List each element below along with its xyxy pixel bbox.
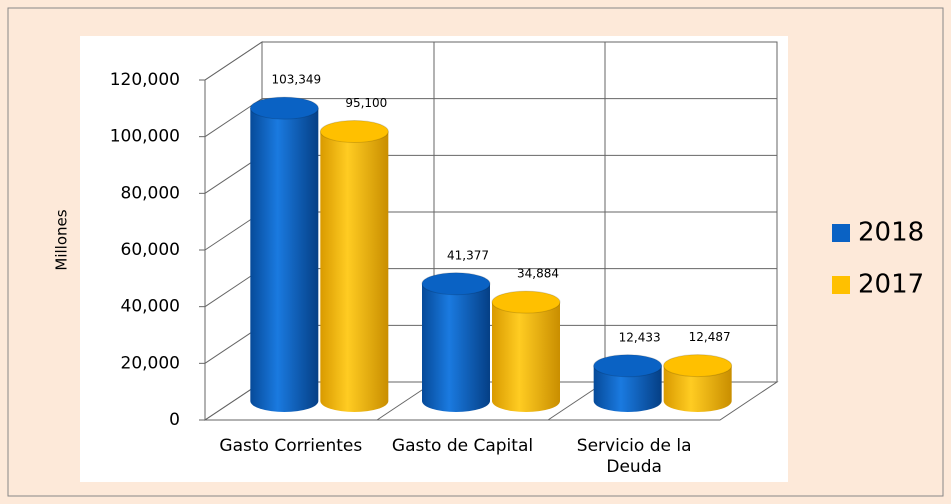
y-tick-label: 80,000 [121,183,180,203]
cylinder [320,131,389,413]
x-tick-label: Gasto Corrientes [219,436,363,456]
y-tick-label: 0 [169,410,180,430]
grid-line [204,41,263,81]
y-tick-label: 120,000 [110,70,180,90]
legend-label: 2018 [858,218,924,248]
value-label: 34,884 [517,267,559,281]
y-axis-title: Millones [53,209,71,270]
cylinder-top [421,272,491,296]
cylinder-top [319,120,389,144]
cylinder-top [663,354,733,378]
cylinder-top [491,290,561,314]
value-label: 95,100 [345,96,387,110]
cylinder-top [593,354,663,378]
value-label: 12,433 [619,330,661,344]
cylinder [492,302,560,412]
cylinder [593,365,662,413]
value-label: 41,377 [447,248,489,262]
x-tick-label: Servicio de la Deuda [576,436,692,477]
cylinder [422,283,490,412]
legend-label: 2017 [858,270,924,300]
cylinder-top [249,96,319,120]
cylinder [663,365,732,413]
legend-swatch [832,276,850,294]
y-tick-label: 20,000 [121,353,180,373]
cylinder [250,108,319,413]
value-label: 103,349 [272,73,322,87]
y-tick-label: 100,000 [110,127,180,147]
y-tick-label: 40,000 [121,297,180,317]
y-tick-label: 60,000 [121,240,180,260]
legend-swatch [832,224,850,242]
x-tick-label: Gasto de Capital [391,436,534,456]
value-label: 12,487 [689,330,731,344]
page-border [7,7,944,497]
